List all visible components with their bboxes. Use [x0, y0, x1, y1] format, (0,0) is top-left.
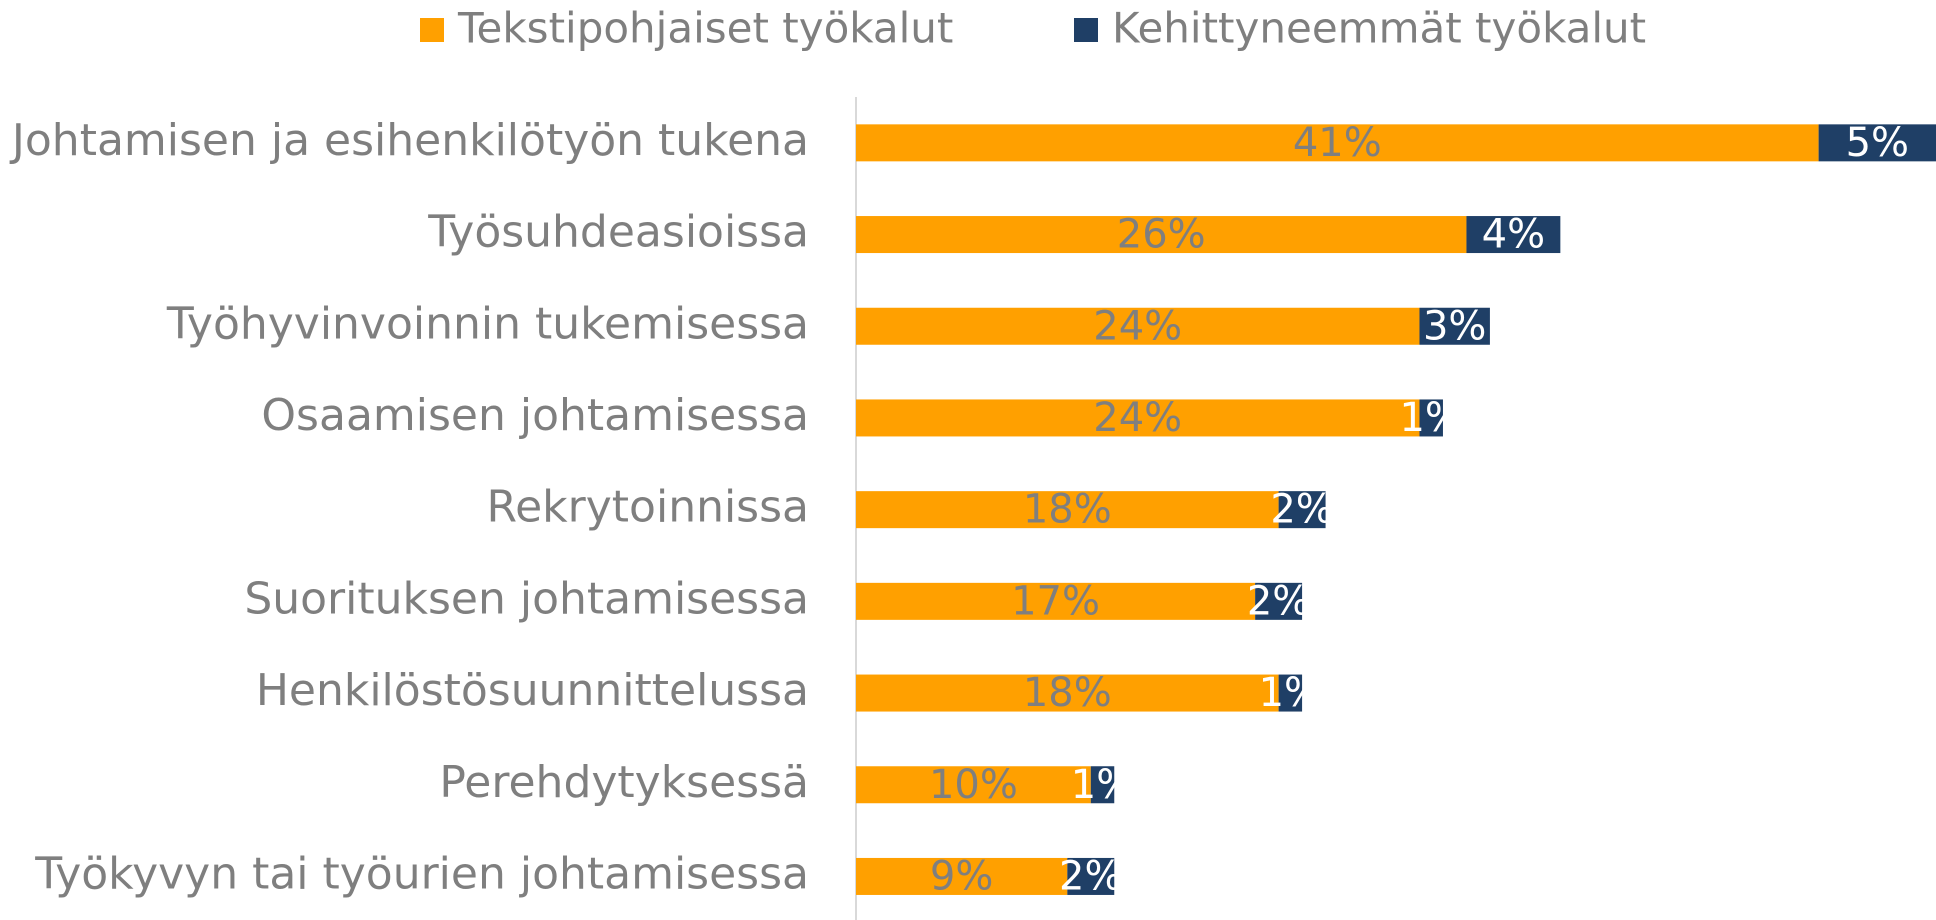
category-label: Perehdytyksessä	[439, 757, 809, 808]
category-label: Rekrytoinnissa	[487, 482, 809, 533]
bar-segment	[856, 307, 1420, 345]
category-label: Työsuhdeasioissa	[427, 207, 809, 258]
data-label: 24%	[1093, 303, 1182, 349]
data-label: 1%	[1399, 395, 1462, 441]
data-label: 2%	[1270, 487, 1333, 533]
bar-segment	[856, 674, 1279, 712]
bar-segment	[1090, 766, 1115, 804]
legend-label: Kehittyneemmät työkalut	[1112, 4, 1646, 53]
legend-swatch	[1074, 18, 1098, 42]
data-label: 17%	[1011, 578, 1100, 624]
bar-segment	[856, 857, 1068, 895]
data-label: 2%	[1247, 578, 1310, 624]
bar-segment	[1466, 216, 1561, 254]
data-label: 18%	[1023, 487, 1112, 533]
data-label: 24%	[1093, 395, 1182, 441]
category-label: Suorituksen johtamisessa	[244, 573, 809, 624]
bar-segment	[1255, 582, 1303, 620]
bar-segment	[1419, 399, 1443, 437]
legend-swatch	[420, 18, 444, 42]
category-label: Työhyvinvoinnin tukemisessa	[166, 298, 809, 349]
category-label: Henkilöstösuunnittelussa	[256, 665, 809, 716]
data-label: 10%	[929, 762, 1018, 808]
data-label: 9%	[930, 853, 993, 899]
bar-segment	[856, 491, 1279, 529]
data-label: 5%	[1846, 120, 1909, 166]
bar-segment	[1278, 674, 1303, 712]
data-label: 1%	[1071, 762, 1134, 808]
category-label: Osaamisen johtamisessa	[261, 390, 809, 441]
data-label: 3%	[1423, 303, 1486, 349]
bar-segment	[1818, 124, 1936, 162]
data-label: 18%	[1023, 670, 1112, 716]
data-label: 41%	[1293, 120, 1382, 166]
data-label: 1%	[1259, 670, 1322, 716]
category-label: Johtamisen ja esihenkilötyön tukena	[9, 115, 809, 166]
bar-segment	[856, 582, 1256, 620]
bar-segment	[856, 216, 1467, 254]
data-label: 26%	[1117, 212, 1206, 258]
legend-label: Tekstipohjaiset työkalut	[457, 4, 953, 53]
bar-segment	[856, 766, 1091, 804]
bar-segment	[856, 124, 1819, 162]
bar-segment	[1419, 307, 1490, 345]
category-label: Työkyvyn tai työurien johtamisessa	[34, 848, 809, 899]
bar-segment	[1278, 491, 1326, 529]
bar-segment	[1067, 857, 1115, 895]
bar-segment	[856, 399, 1420, 437]
data-label: 4%	[1482, 212, 1545, 258]
data-label: 2%	[1059, 853, 1122, 899]
